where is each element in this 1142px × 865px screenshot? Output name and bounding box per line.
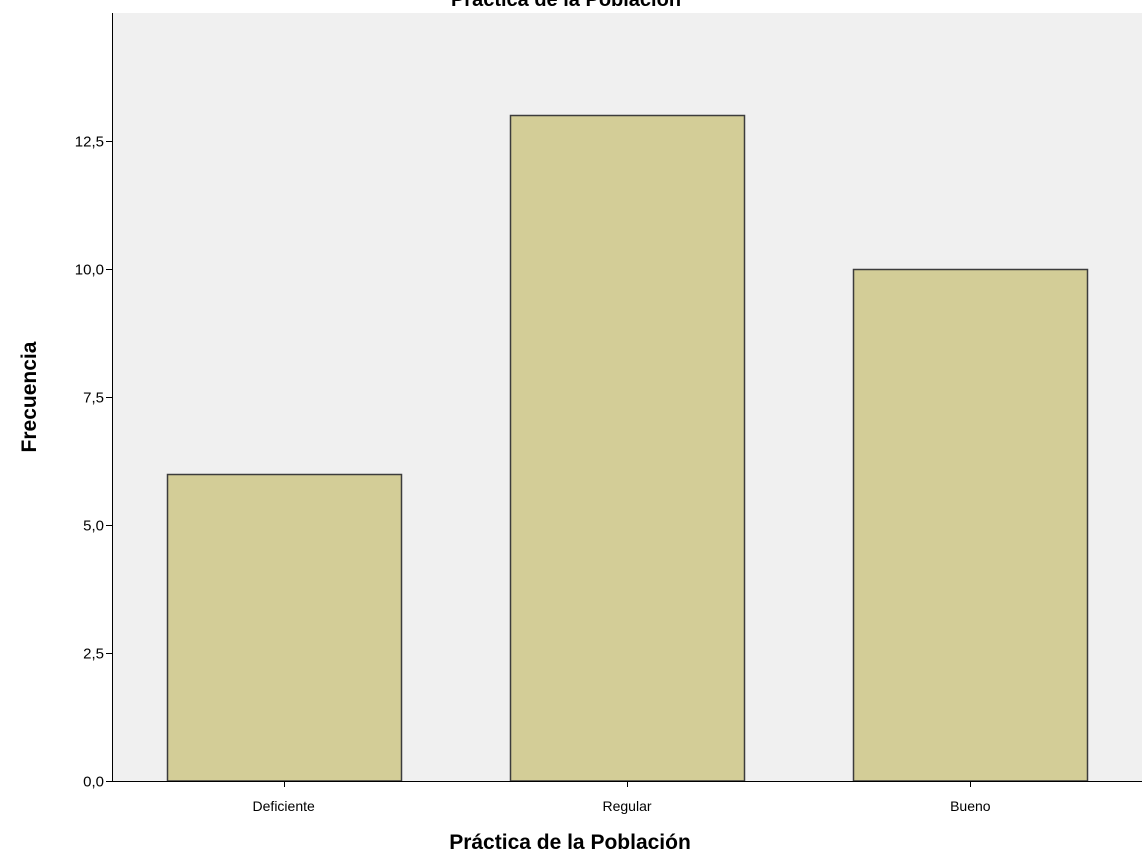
- y-axis-title: Frecuencia: [18, 341, 41, 452]
- x-tick-label: Regular: [602, 798, 651, 814]
- chart-title: Práctica de la Población: [451, 0, 681, 11]
- y-tick-label: 2,5: [83, 646, 104, 663]
- bars: [166, 114, 1089, 782]
- x-tick-label: Deficiente: [253, 798, 315, 814]
- y-axis-ticks: 0,0 2,5 5,0 7,5 10,0 12,5: [75, 134, 112, 791]
- y-tick-label: 0,0: [83, 774, 104, 791]
- bar-regular: [509, 114, 746, 782]
- y-tick-label: 10,0: [75, 262, 104, 279]
- x-tick-label: Bueno: [950, 798, 991, 814]
- bar-bueno: [852, 268, 1089, 782]
- x-axis-title: Práctica de la Población: [449, 831, 691, 854]
- bar-deficiente: [166, 473, 403, 782]
- x-axis-ticks: Deficiente Regular Bueno: [253, 781, 991, 814]
- y-tick-label: 5,0: [83, 518, 104, 535]
- y-tick-label: 12,5: [75, 134, 104, 151]
- y-tick-label: 7,5: [83, 390, 104, 407]
